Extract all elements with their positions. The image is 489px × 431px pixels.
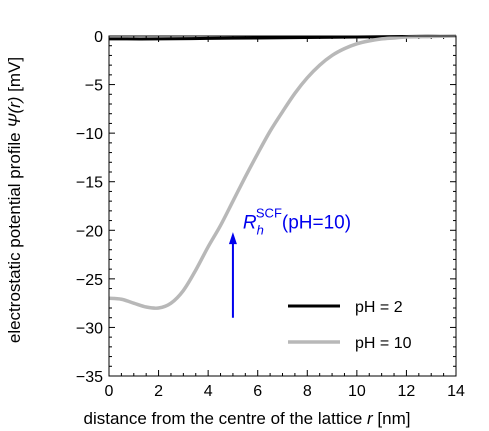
x-tick-label: 10 (348, 383, 366, 400)
y-axis-title-unit: [mV] (5, 57, 24, 92)
y-tick-label: −20 (76, 223, 103, 240)
x-tick-label: 6 (253, 383, 262, 400)
y-tick-label: −25 (76, 272, 103, 289)
annotation-label-suffix: (pH=10) (282, 212, 351, 233)
x-axis-title: distance from the centre of the lattice … (84, 409, 411, 428)
x-tick-labels: 0 2 4 6 8 10 12 14 (105, 383, 465, 400)
series-line-ph10 (108, 34, 457, 310)
annotation-label-sub: h (257, 222, 264, 237)
x-tick-label: 14 (447, 383, 465, 400)
x-tick-label: 2 (154, 383, 163, 400)
y-axis-title-var: Ψ(r) (5, 97, 24, 128)
legend-label: pH = 2 (355, 299, 403, 316)
y-tick-labels: 0 −5 −10 −15 −20 −25 −30 −35 (76, 29, 103, 386)
annotation-arrowhead (228, 232, 237, 245)
y-tick-label: −10 (76, 126, 103, 143)
y-tick-label: −15 (76, 175, 103, 192)
x-tick-label: 8 (303, 383, 312, 400)
legend: pH = 2 pH = 10 (288, 299, 412, 352)
legend-label: pH = 10 (355, 335, 412, 352)
x-tick-label: 4 (204, 383, 213, 400)
y-axis-title-text: electrostatic potential profile (5, 132, 24, 343)
y-tick-label: −30 (76, 320, 103, 337)
plot-frame (108, 35, 457, 377)
x-tick-label: 0 (105, 383, 114, 400)
x-axis-title-unit: [nm] (377, 409, 410, 428)
y-tick-label: 0 (94, 29, 103, 46)
axis-ticks (108, 35, 457, 377)
y-tick-label: −35 (76, 369, 103, 386)
annotation-label: Rh SCF(pH=10) (243, 205, 351, 237)
annotation-label-main: R (243, 212, 257, 233)
y-axis-title: electrostatic potential profile Ψ(r) [mV… (5, 57, 24, 343)
x-axis-title-var: r (367, 409, 374, 428)
x-axis-title-text: distance from the centre of the lattice (84, 409, 363, 428)
annotation-label-sup: SCF (256, 205, 282, 220)
y-tick-label: −5 (85, 78, 103, 95)
series-lines (108, 34, 457, 310)
x-tick-label: 12 (398, 383, 416, 400)
